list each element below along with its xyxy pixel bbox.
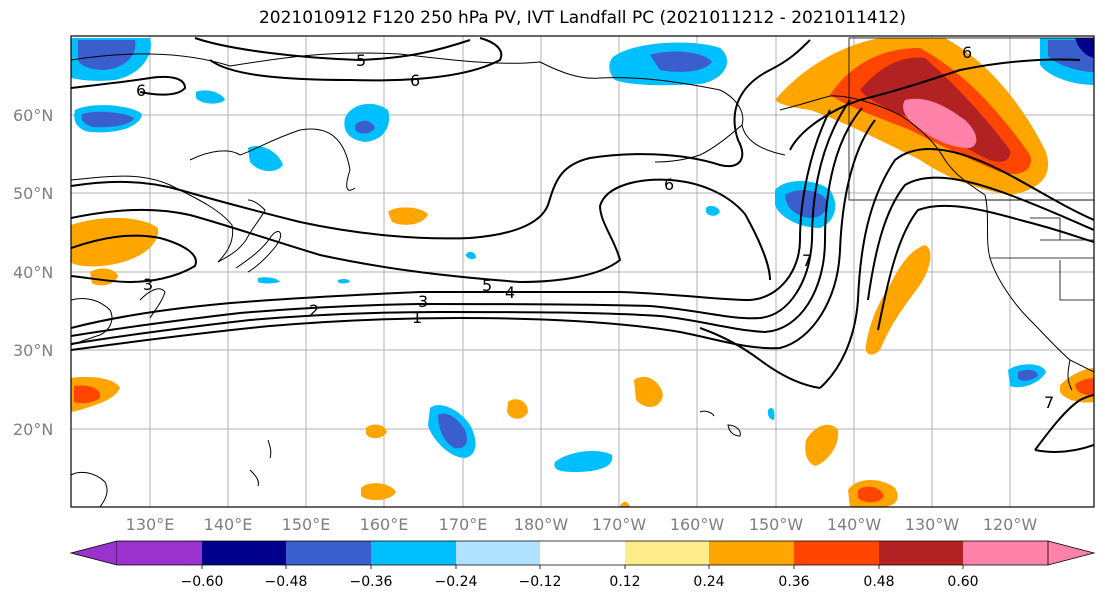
lon-label: 160°E bbox=[360, 515, 409, 534]
colorbar-tick: 0.36 bbox=[778, 574, 809, 590]
colorbar: −0.60 −0.48 −0.36 −0.24 −0.12 0.12 0.24 … bbox=[69, 540, 1096, 590]
colorbar-extend-high bbox=[1047, 540, 1096, 566]
latitude-labels: 60°N 50°N 40°N 30°N 20°N bbox=[13, 106, 53, 439]
contour-label: 7 bbox=[1044, 393, 1054, 412]
colorbar-segment bbox=[286, 541, 371, 565]
colorbar-segment bbox=[117, 541, 202, 565]
lon-label: 130°W bbox=[905, 515, 960, 534]
lon-label: 130°E bbox=[126, 515, 175, 534]
lat-label: 40°N bbox=[13, 263, 53, 282]
colorbar-tick: 0.12 bbox=[609, 574, 640, 590]
colorbar-segment bbox=[371, 541, 456, 565]
lat-label: 60°N bbox=[13, 106, 53, 125]
lon-label: 180°W bbox=[514, 515, 569, 534]
lon-label: 150°W bbox=[749, 515, 804, 534]
map-title: 2021010912 F120 250 hPa PV, IVT Landfall… bbox=[258, 8, 906, 28]
colorbar-segment bbox=[625, 541, 709, 565]
lon-label: 160°W bbox=[670, 515, 725, 534]
longitude-labels: 130°E 140°E 150°E 160°E 170°E 180°W 170°… bbox=[126, 515, 1038, 534]
map-frame bbox=[70, 35, 1095, 508]
colorbar-tick: −0.48 bbox=[265, 574, 308, 590]
colorbar-segment bbox=[709, 541, 794, 565]
contour-label: 4 bbox=[505, 283, 515, 302]
lon-label: 120°W bbox=[983, 515, 1038, 534]
colorbar-tick: 0.24 bbox=[693, 574, 724, 590]
contour-label: 3 bbox=[418, 292, 428, 311]
colorbar-segment bbox=[540, 541, 625, 565]
colorbar-tick: −0.12 bbox=[519, 574, 562, 590]
contour-label: 6 bbox=[136, 81, 146, 100]
colorbar-extend-low bbox=[69, 540, 118, 566]
lat-label: 20°N bbox=[13, 420, 53, 439]
colorbar-segment bbox=[963, 541, 1048, 565]
contour-label: 7 bbox=[802, 251, 812, 270]
contour-label: 6 bbox=[664, 175, 674, 194]
colorbar-tick: 0.48 bbox=[863, 574, 894, 590]
pv-contours bbox=[71, 37, 1094, 454]
contour-label: 2 bbox=[309, 301, 319, 320]
pv-negative-shading bbox=[71, 38, 1094, 472]
contour-label: 5 bbox=[482, 276, 492, 295]
lat-label: 30°N bbox=[13, 341, 53, 360]
pv-positive-shading bbox=[71, 38, 1094, 507]
colorbar-segment bbox=[456, 541, 540, 565]
colorbar-tick: 0.60 bbox=[947, 574, 978, 590]
contour-labels: 6 5 6 6 7 3 5 4 3 2 1 6 7 bbox=[136, 43, 1054, 412]
contour-label: 1 bbox=[412, 308, 422, 327]
lon-label: 170°E bbox=[439, 515, 488, 534]
contour-label: 6 bbox=[962, 43, 972, 62]
lon-label: 170°W bbox=[592, 515, 647, 534]
colorbar-tick: −0.60 bbox=[181, 574, 224, 590]
lon-label: 140°W bbox=[827, 515, 882, 534]
colorbar-segment bbox=[794, 541, 879, 565]
colorbar-segment bbox=[202, 541, 286, 565]
coastlines bbox=[71, 52, 1094, 507]
colorbar-tick: −0.24 bbox=[435, 574, 478, 590]
lon-label: 140°E bbox=[204, 515, 253, 534]
colorbar-segment bbox=[879, 541, 963, 565]
lat-label: 50°N bbox=[13, 184, 53, 203]
contour-label: 6 bbox=[410, 71, 420, 90]
colorbar-tick: −0.36 bbox=[350, 574, 393, 590]
contour-label: 3 bbox=[143, 275, 153, 294]
borders bbox=[848, 37, 1094, 301]
lon-label: 150°E bbox=[282, 515, 331, 534]
contour-label: 5 bbox=[356, 51, 366, 70]
